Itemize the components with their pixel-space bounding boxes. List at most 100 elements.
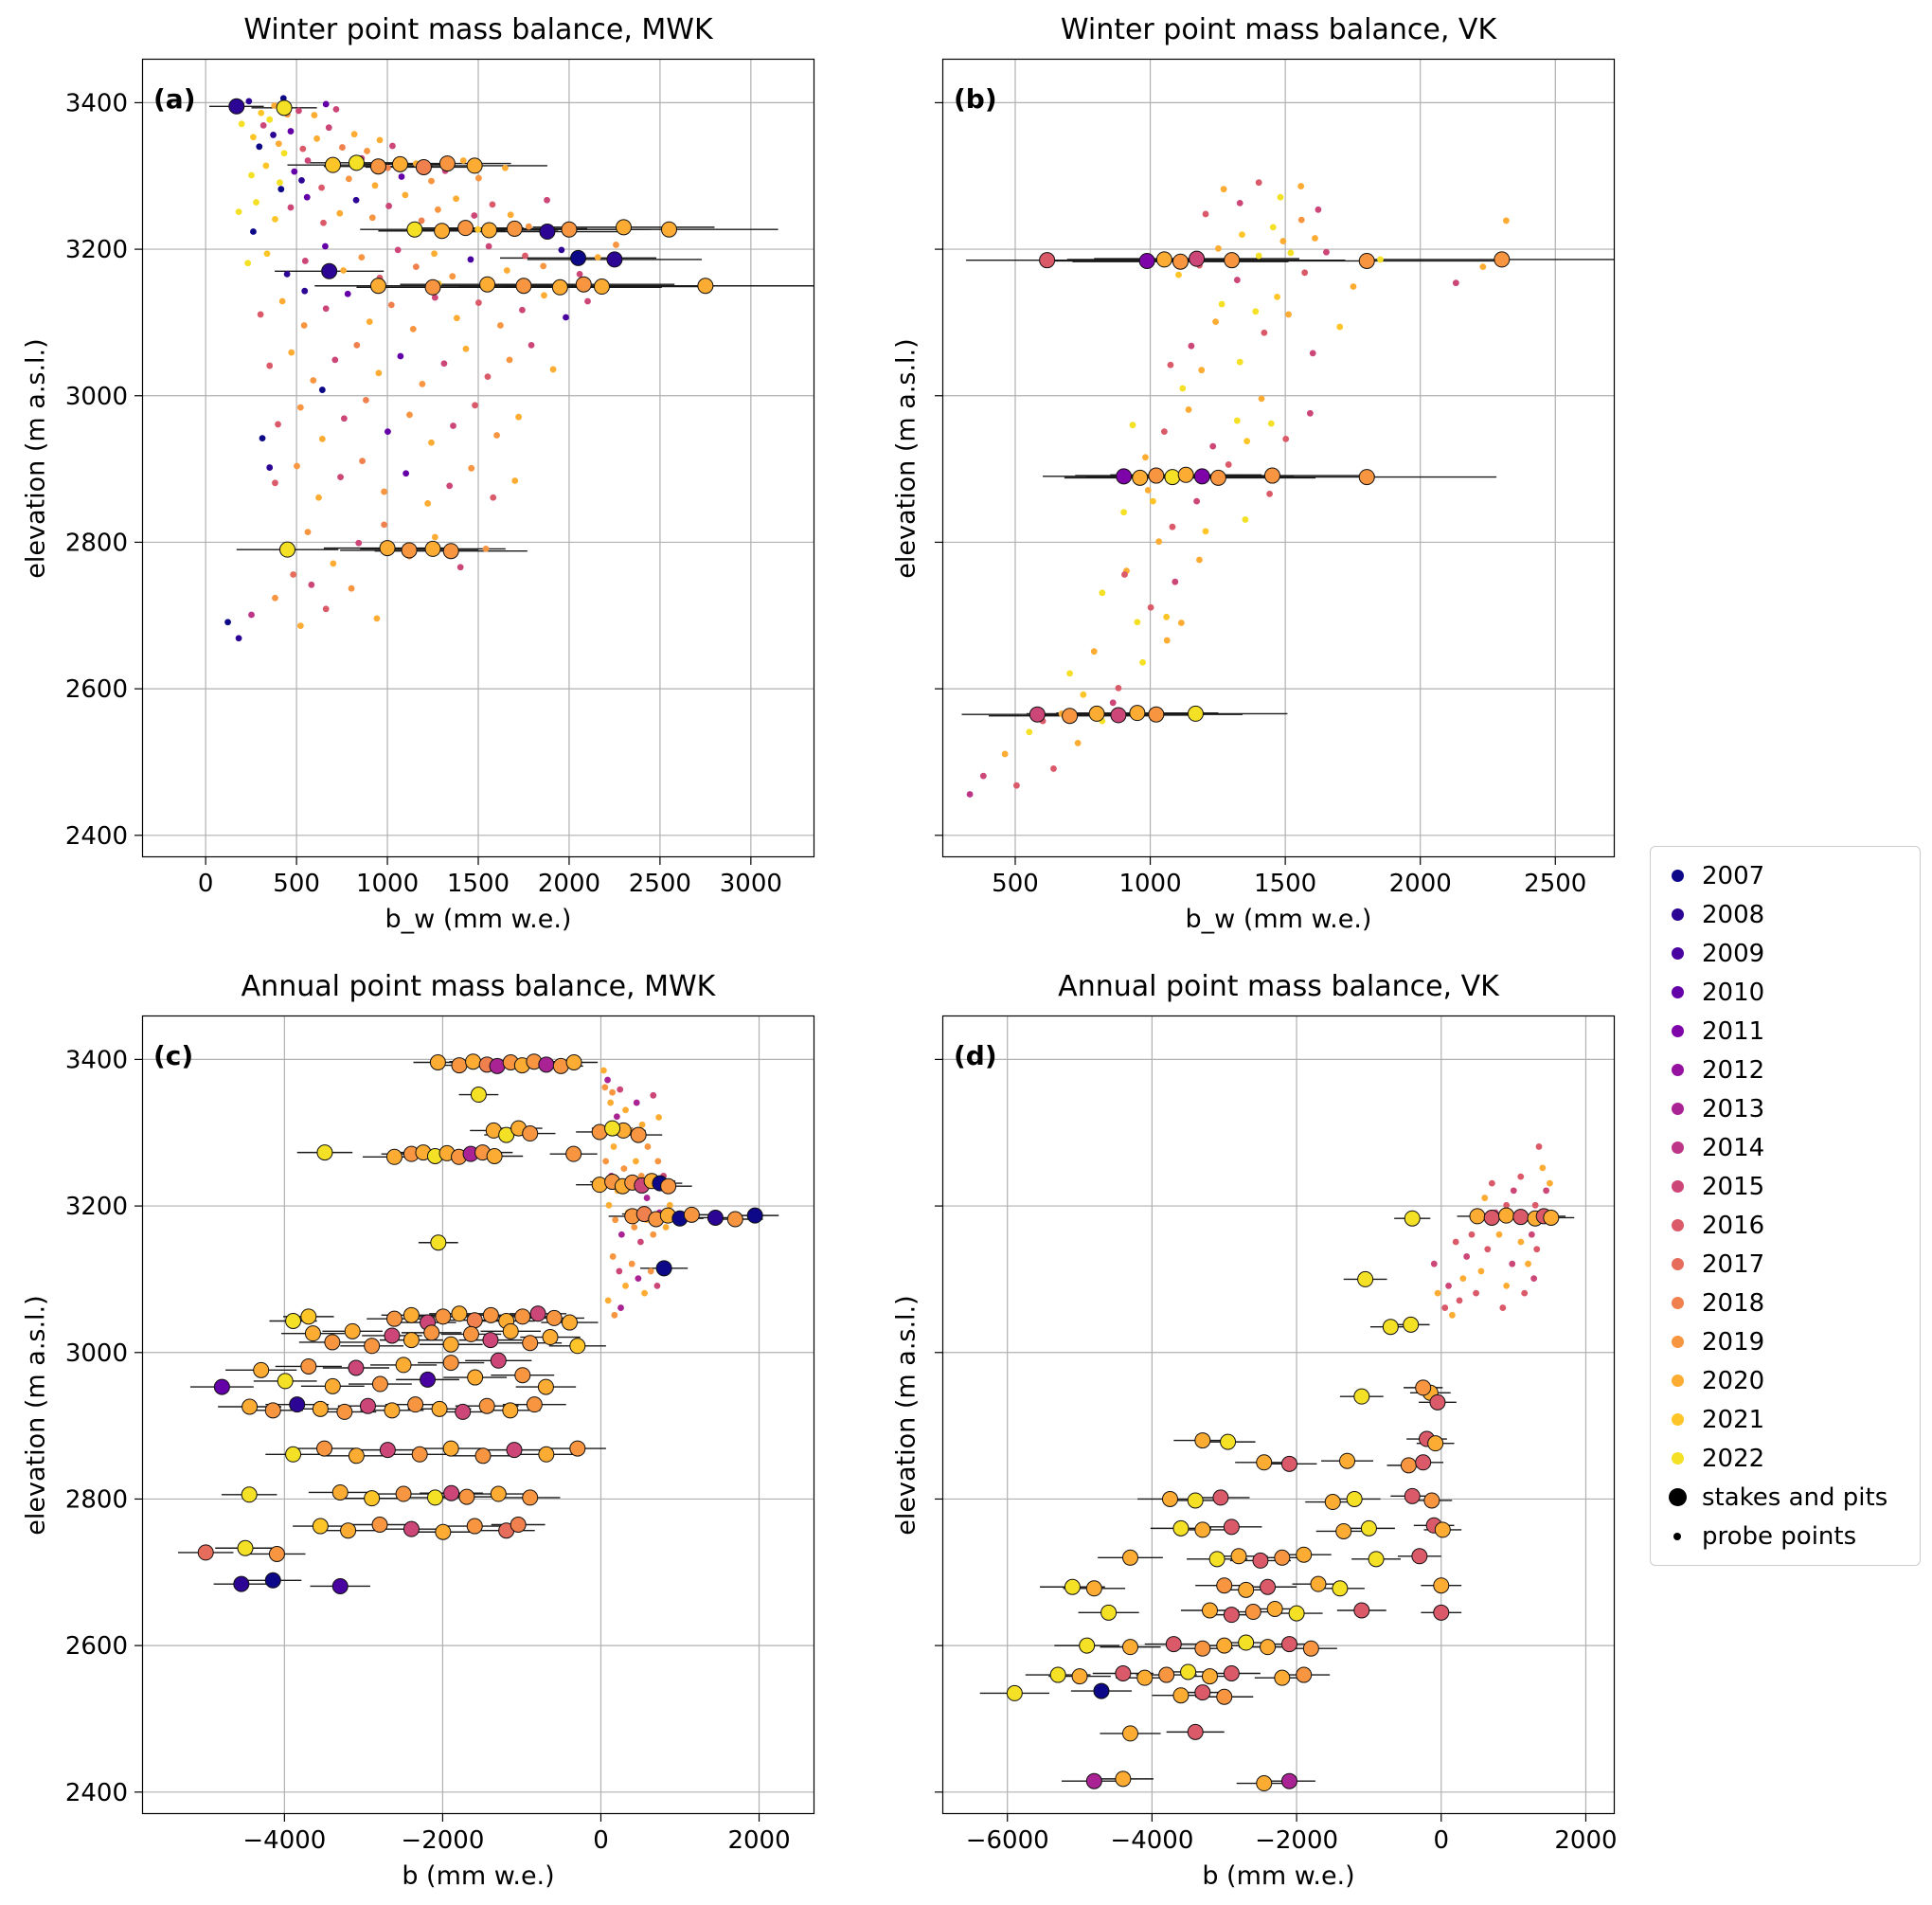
probe-point bbox=[364, 148, 370, 154]
probe-point bbox=[1499, 1304, 1507, 1311]
probe-point bbox=[644, 1143, 652, 1150]
probe-point bbox=[620, 1165, 628, 1173]
probe-point bbox=[280, 150, 288, 157]
probe-point bbox=[1479, 263, 1487, 271]
legend-dot-2018 bbox=[1671, 1297, 1684, 1309]
probe-point bbox=[1261, 329, 1268, 336]
panel-c-ylabel: elevation (m a.s.l.) bbox=[21, 1294, 51, 1536]
stake-point bbox=[1165, 1636, 1182, 1653]
legend-label-2014: 2014 bbox=[1702, 1133, 1765, 1162]
stake-point bbox=[481, 222, 498, 239]
stake-point bbox=[423, 1324, 440, 1341]
stake-point bbox=[604, 1120, 621, 1137]
probe-point bbox=[250, 228, 257, 235]
probe-point bbox=[1179, 385, 1187, 392]
x-tick-label: 0 bbox=[1434, 1826, 1450, 1855]
probe-point bbox=[647, 1267, 654, 1275]
legend-dot-2020 bbox=[1671, 1375, 1684, 1387]
stake-point bbox=[1187, 1723, 1204, 1740]
probe-point bbox=[541, 292, 547, 299]
probe-point bbox=[528, 341, 535, 349]
stake-point bbox=[451, 1305, 468, 1322]
probe-point bbox=[628, 1260, 635, 1267]
probe-point bbox=[270, 132, 277, 138]
probe-point bbox=[1013, 782, 1020, 789]
probe-point bbox=[363, 397, 369, 404]
probe-point bbox=[602, 1158, 610, 1165]
axis-ticks-b: 500 1000 1500 2000 2500 bbox=[935, 101, 1586, 898]
probe-point bbox=[258, 109, 265, 117]
stake-point bbox=[1483, 1209, 1500, 1226]
stake-point bbox=[466, 1312, 483, 1329]
stake-point bbox=[526, 1396, 543, 1413]
probe-point bbox=[296, 404, 304, 411]
probe-point bbox=[1147, 603, 1154, 611]
probe-point bbox=[266, 116, 274, 123]
probe-point bbox=[291, 168, 298, 175]
stake-point bbox=[431, 1400, 448, 1417]
stake-point bbox=[402, 1306, 420, 1323]
stake-point bbox=[1029, 706, 1046, 723]
probe-point bbox=[617, 1231, 625, 1238]
panel-a-xlabel: b_w (mm w.e.) bbox=[385, 905, 572, 934]
stake-point bbox=[348, 1359, 365, 1376]
legend: 2007 2008 2009 2010 2011 2012 2013 2014 2015 2016… bbox=[1650, 846, 1921, 1566]
stake-point bbox=[331, 1577, 349, 1594]
probe-point bbox=[256, 143, 263, 151]
probe-point bbox=[1434, 1289, 1441, 1297]
panel-d-ylabel: elevation (m a.s.l.) bbox=[891, 1294, 921, 1536]
probe-point bbox=[511, 477, 519, 484]
legend-item-2014: 2014 bbox=[1664, 1128, 1906, 1167]
probe-point bbox=[1198, 367, 1206, 374]
x-tick-label: 2000 bbox=[1554, 1826, 1617, 1855]
stake-point bbox=[429, 1053, 446, 1070]
stake-point bbox=[213, 1378, 230, 1395]
stake-point bbox=[1164, 469, 1181, 486]
stake-point bbox=[1110, 707, 1127, 724]
probe-point bbox=[1142, 454, 1149, 461]
stake-point bbox=[502, 1322, 519, 1339]
legend-label-2018: 2018 bbox=[1702, 1288, 1765, 1318]
probe-point bbox=[503, 267, 510, 274]
stake-point bbox=[442, 543, 459, 560]
panel-c-xlabel: b (mm w.e.) bbox=[402, 1861, 555, 1891]
stake-point bbox=[522, 1125, 539, 1142]
probe-point bbox=[1129, 422, 1136, 429]
probe-point bbox=[1163, 637, 1171, 644]
probe-point bbox=[1001, 750, 1009, 758]
probe-point bbox=[474, 299, 482, 306]
legend-item-probe-points: probe points bbox=[1664, 1517, 1906, 1555]
probe-point bbox=[275, 140, 282, 148]
stake-point bbox=[1187, 1492, 1204, 1509]
stake-point bbox=[1039, 252, 1056, 269]
stake-point bbox=[514, 1367, 531, 1384]
probe-point bbox=[1188, 342, 1195, 350]
stake-point bbox=[522, 1335, 539, 1352]
probe-point bbox=[462, 345, 470, 352]
stake-point bbox=[1543, 1209, 1560, 1226]
panel-b-xlabel: b_w (mm w.e.) bbox=[1185, 905, 1372, 934]
probe-point bbox=[1535, 1143, 1543, 1150]
probe-point bbox=[266, 464, 274, 471]
stake-point bbox=[424, 540, 441, 557]
stake-point bbox=[1260, 1578, 1277, 1595]
stake-point bbox=[1194, 1432, 1211, 1449]
panel-a-ylabel: elevation (m a.s.l.) bbox=[21, 337, 51, 579]
x-tick-label: 2500 bbox=[1524, 870, 1586, 898]
probe-point bbox=[1233, 277, 1241, 283]
y-tick-label: 2600 bbox=[65, 675, 128, 704]
probe-point bbox=[1193, 497, 1201, 505]
legend-dot-2012 bbox=[1671, 1064, 1684, 1076]
probe-point bbox=[1315, 206, 1322, 213]
stake-point bbox=[542, 1329, 559, 1346]
probe-point bbox=[453, 315, 460, 322]
probe-point bbox=[1160, 428, 1168, 436]
probe-point bbox=[1484, 1246, 1492, 1253]
stake-point bbox=[482, 1306, 499, 1323]
data-marks-b bbox=[961, 179, 1615, 798]
probe-point bbox=[1473, 1289, 1479, 1297]
stake-point bbox=[1360, 1519, 1377, 1537]
probe-point bbox=[311, 112, 318, 118]
probe-point bbox=[641, 1289, 648, 1297]
probe-points bbox=[224, 95, 619, 642]
